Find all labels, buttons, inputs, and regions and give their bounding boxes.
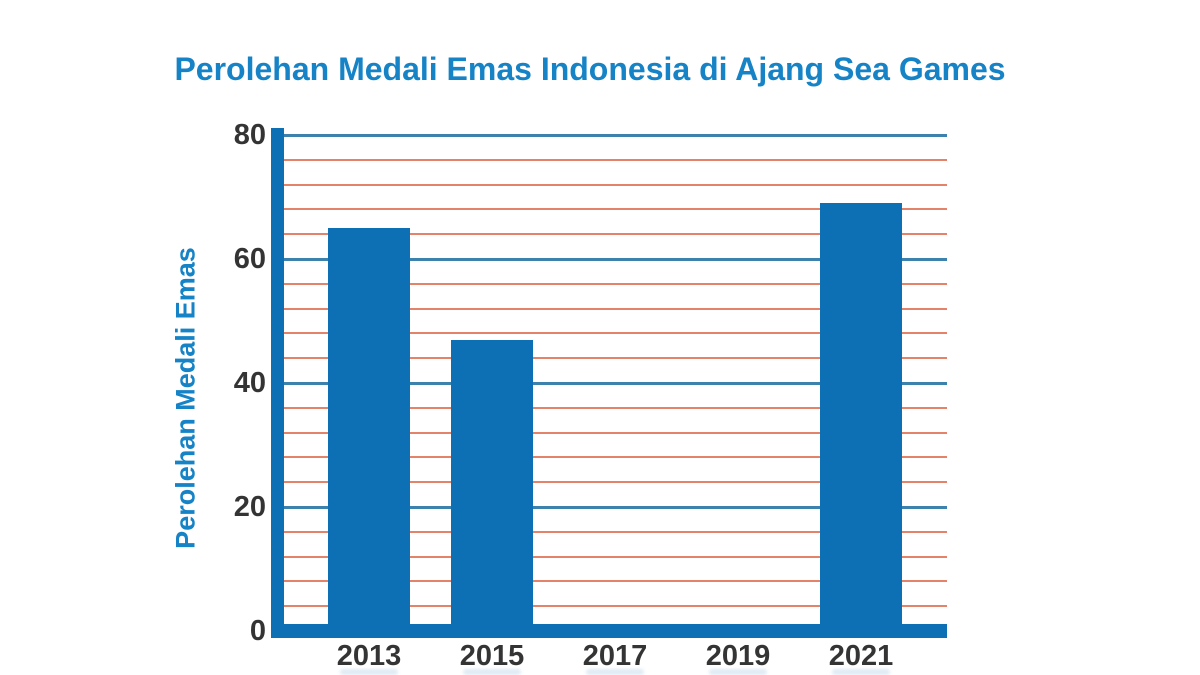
minor-gridline bbox=[284, 332, 947, 335]
x-tick-label: 2021 bbox=[828, 640, 894, 672]
cutoff-text-artifact bbox=[340, 669, 398, 675]
minor-gridline bbox=[284, 208, 947, 211]
major-gridline bbox=[284, 381, 947, 385]
x-tick-label: 2017 bbox=[582, 640, 648, 672]
y-tick-label: 20 bbox=[233, 491, 266, 523]
y-tick-label: 0 bbox=[249, 615, 266, 647]
minor-gridline bbox=[284, 530, 947, 533]
bar-2021 bbox=[820, 203, 902, 638]
minor-gridline bbox=[284, 307, 947, 310]
y-tick-label: 60 bbox=[233, 243, 266, 275]
chart-title: Perolehan Medali Emas Indonesia di Ajang… bbox=[174, 51, 1006, 87]
major-gridline bbox=[284, 505, 947, 509]
y-axis-line bbox=[271, 128, 284, 638]
cutoff-text-artifact bbox=[832, 669, 890, 675]
cutoff-text-artifact bbox=[586, 669, 644, 675]
minor-gridline bbox=[284, 357, 947, 360]
minor-gridline bbox=[284, 183, 947, 186]
y-tick-label: 80 bbox=[233, 119, 266, 151]
bar-2015 bbox=[451, 339, 533, 638]
cutoff-text-artifact bbox=[463, 669, 521, 675]
minor-gridline bbox=[284, 158, 947, 161]
y-tick-label: 40 bbox=[233, 367, 266, 399]
x-tick-label: 2013 bbox=[336, 640, 402, 672]
minor-gridline bbox=[284, 456, 947, 459]
minor-gridline bbox=[284, 233, 947, 236]
minor-gridline bbox=[284, 282, 947, 285]
x-tick-label: 2019 bbox=[705, 640, 771, 672]
x-tick-label: 2015 bbox=[459, 640, 525, 672]
major-gridline bbox=[284, 133, 947, 137]
major-gridline bbox=[284, 257, 947, 261]
minor-gridline bbox=[284, 555, 947, 558]
minor-gridline bbox=[284, 431, 947, 434]
bar-2013 bbox=[328, 228, 410, 638]
x-axis-line bbox=[271, 624, 947, 638]
minor-gridline bbox=[284, 605, 947, 608]
cutoff-text-artifact bbox=[709, 669, 767, 675]
minor-gridline bbox=[284, 406, 947, 409]
minor-gridline bbox=[284, 580, 947, 583]
minor-gridline bbox=[284, 481, 947, 484]
